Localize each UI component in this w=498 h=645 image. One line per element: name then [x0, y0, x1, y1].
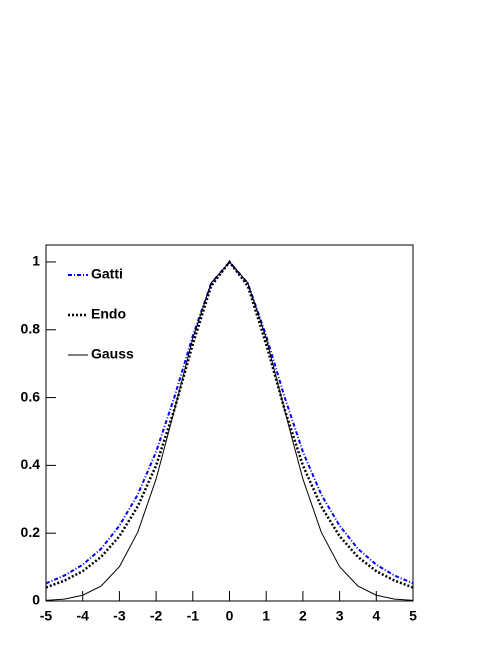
x-tick-label: 0 — [226, 608, 234, 624]
y-tick-label: 0.8 — [21, 320, 41, 336]
x-tick-label: 2 — [299, 608, 307, 624]
x-tick-label: 5 — [409, 608, 417, 624]
x-tick-label: -3 — [113, 608, 126, 624]
x-tick-label: 4 — [372, 608, 380, 624]
x-tick-label: 1 — [262, 608, 270, 624]
x-tick-label: -4 — [76, 608, 89, 624]
y-tick-label: 0 — [32, 592, 40, 608]
x-tick-label: -2 — [150, 608, 163, 624]
legend-label: Endo — [91, 306, 126, 322]
legend-label: Gauss — [91, 346, 134, 362]
series-line — [45, 261, 414, 601]
y-tick-label: 0.6 — [21, 388, 41, 404]
y-tick-label: 0.4 — [21, 456, 41, 472]
x-tick-label: -5 — [40, 608, 53, 624]
series-line — [45, 260, 414, 585]
legend-label: Gatti — [91, 266, 123, 282]
y-tick-label: 0.2 — [21, 524, 41, 540]
x-tick-label: -1 — [187, 608, 200, 624]
y-tick-label: 1 — [32, 253, 40, 269]
x-tick-label: 3 — [336, 608, 344, 624]
